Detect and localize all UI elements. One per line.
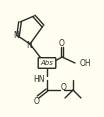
Text: N: N [13,31,19,40]
Text: HN: HN [33,75,45,84]
Text: O: O [59,38,65,48]
Text: Abs: Abs [41,60,53,66]
Text: N: N [26,40,32,49]
Text: O: O [34,97,40,106]
Text: O: O [61,84,67,93]
Text: OH: OH [80,58,92,68]
FancyBboxPatch shape [38,58,56,68]
